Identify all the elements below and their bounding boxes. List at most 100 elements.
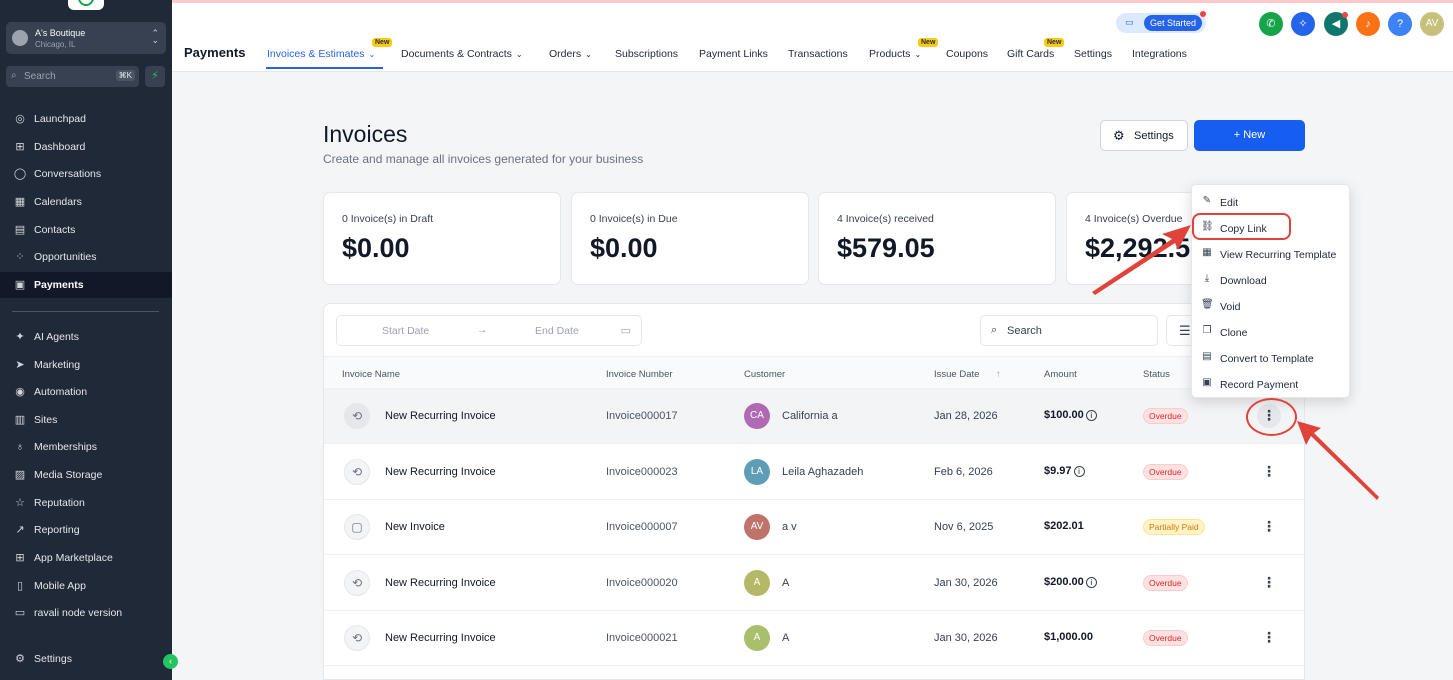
user-avatar[interactable]: AV (1420, 12, 1444, 36)
menu-item-clone[interactable]: ❐ Clone (1192, 318, 1351, 344)
calendar-icon: ▦ (14, 196, 26, 208)
customer-name: California a (782, 410, 838, 422)
menu-item-record-payment[interactable]: ▣ Record Payment (1192, 370, 1351, 396)
sidebar-item-reporting[interactable]: ↗ Reporting (0, 517, 172, 543)
bell-icon[interactable]: ♪ (1356, 12, 1380, 36)
menu-item-download[interactable]: ⤓ Download (1192, 266, 1351, 292)
table-row[interactable]: ▢ New Invoice Invoice000007 AV a v Nov 6, 202… (324, 500, 1304, 555)
table-row[interactable]: ⟲ New Recurring Invoice Invoice000021 A A Jan… (324, 611, 1304, 666)
sidebar-item-sites[interactable]: ▥ Sites (0, 407, 172, 433)
stat-value: $579.05 (837, 233, 935, 263)
date-range-picker[interactable]: Start Date → End Date ▭ (336, 315, 642, 346)
tab-documents-contracts[interactable]: Documents & Contracts ⌄ (401, 48, 523, 60)
row-actions-kebab-icon[interactable]: ⋮ (1262, 573, 1276, 590)
info-icon[interactable]: i (1085, 410, 1097, 421)
tab-settings[interactable]: Settings (1074, 48, 1112, 60)
sidebar-item-memberships[interactable]: ♁ Memberships (0, 434, 172, 460)
tab-gift-cards[interactable]: Gift Cards (1007, 48, 1054, 60)
table-row[interactable]: ⟲ New Recurring Invoice Invoice000020 A A Jan… (324, 556, 1304, 611)
tab-orders[interactable]: Orders ⌄ (549, 48, 592, 60)
sidebar-item-conversations[interactable]: ◯ Conversations (0, 161, 172, 187)
new-badge: New (372, 38, 393, 47)
annotation-arrow-to-kebab (1297, 421, 1379, 500)
issue-date: Jan 30, 2026 (934, 632, 998, 644)
tab-label: Settings (1074, 48, 1112, 60)
row-actions-kebab-icon[interactable]: ⋮ (1262, 629, 1276, 645)
column-issue-date[interactable]: Issue Date (934, 369, 980, 380)
tab-invoices-estimates[interactable]: Invoices & Estimates ⌄ (267, 48, 375, 60)
status-badge: Overdue (1143, 408, 1188, 424)
issue-date: Jan 28, 2026 (934, 410, 998, 422)
tab-integrations[interactable]: Integrations (1132, 48, 1187, 60)
sidebar-item-calendars[interactable]: ▦ Calendars (0, 189, 172, 215)
sidebar-item-settings[interactable]: ⚙ Settings (0, 646, 172, 672)
invoice-name[interactable]: New Invoice (385, 521, 445, 533)
customer-name: a v (782, 521, 797, 533)
column-status[interactable]: Status (1143, 369, 1170, 380)
column-amount[interactable]: Amount (1044, 369, 1077, 380)
sidebar-item-payments[interactable]: ▣ Payments (0, 272, 172, 298)
sidebar-item-mobile-app[interactable]: ▯ Mobile App (0, 573, 172, 599)
get-started-button[interactable]: Get Started (1144, 15, 1203, 31)
menu-item-convert-to-template[interactable]: ▤ Convert to Template (1192, 344, 1351, 370)
sidebar-item-automation[interactable]: ◉ Automation (0, 379, 172, 405)
tab-products[interactable]: Products ⌄ (869, 48, 921, 60)
tab-payment-links[interactable]: Payment Links (699, 48, 768, 60)
menu-item-copy-link[interactable]: ⛓ Copy Link (1192, 214, 1351, 240)
stat-card-draft: 0 Invoice(s) in Draft $0.00 (323, 192, 561, 285)
sidebar-item-media-storage[interactable]: ▨ Media Storage (0, 462, 172, 488)
copy-icon: ❐ (1202, 325, 1212, 336)
new-invoice-button[interactable]: + New (1194, 120, 1305, 151)
invoice-name[interactable]: New Recurring Invoice (385, 465, 496, 478)
column-invoice-name[interactable]: Invoice Name (342, 369, 401, 380)
menu-item-label: Record Payment (1220, 379, 1299, 391)
magic-wand-icon[interactable]: ✧ (1291, 12, 1315, 36)
menu-item-void[interactable]: 🗑 Void (1192, 292, 1351, 318)
collapse-sidebar-icon[interactable]: ‹ (163, 654, 178, 669)
invoice-search-input[interactable]: ⌕ Search (980, 315, 1158, 346)
status-badge: Partially Paid (1143, 519, 1205, 535)
table-row[interactable]: ⟲ New Recurring Invoice Invoice000023 LA Lei… (324, 445, 1304, 500)
sort-arrow-up-icon[interactable]: ↑ (996, 369, 1001, 380)
arrow-right-icon: → (477, 324, 488, 336)
menu-item-label: Void (1220, 301, 1241, 313)
sidebar-item-ravali-node-version[interactable]: ▭ ravali node version (0, 600, 172, 626)
sidebar-item-launchpad[interactable]: ◎ Launchpad (0, 106, 172, 132)
menu-item-view-recurring-template[interactable]: ▦ View Recurring Template (1192, 240, 1351, 266)
sidebar-item-contacts[interactable]: ▤ Contacts (0, 217, 172, 243)
quick-action-bolt-icon[interactable]: ⚡ (145, 66, 165, 87)
invoice-name[interactable]: New Recurring Invoice (385, 632, 496, 644)
settings-button[interactable]: ⚙ Settings (1100, 120, 1188, 151)
calendar-icon: ▦ (1202, 247, 1212, 258)
help-icon[interactable]: ? (1388, 12, 1412, 36)
row-actions-kebab-icon[interactable]: ⋮ (1262, 518, 1276, 534)
sidebar-item-opportunities[interactable]: ⁘ Opportunities (0, 244, 172, 270)
column-invoice-number[interactable]: Invoice Number (606, 369, 673, 380)
tab-coupons[interactable]: Coupons (946, 48, 988, 60)
stat-card-received: 4 Invoice(s) received $579.05 (818, 192, 1056, 285)
invoice-name[interactable]: New Recurring Invoice (385, 576, 496, 589)
sidebar-item-marketing[interactable]: ➤ Marketing (0, 352, 172, 378)
get-started-pill[interactable]: ▭ Get Started (1116, 11, 1206, 33)
sidebar-search[interactable]: ⌕ Search ⌘K (6, 66, 139, 87)
sidebar-item-dashboard[interactable]: ⊞ Dashboard (0, 134, 172, 160)
stat-value: $0.00 (590, 233, 658, 263)
customer-name: A (782, 576, 790, 589)
row-actions-kebab-icon[interactable]: ⋮ (1262, 462, 1276, 479)
tab-subscriptions[interactable]: Subscriptions (615, 48, 678, 60)
sidebar-item-ai-agents[interactable]: ✦ AI Agents (0, 324, 172, 350)
megaphone-icon[interactable]: ◀ (1324, 12, 1348, 36)
sidebar-item-app-marketplace[interactable]: ⊞ App Marketplace (0, 545, 172, 571)
column-customer[interactable]: Customer (744, 369, 786, 380)
account-switcher[interactable]: A's Boutique Chicago, IL ⌃ ⌄ (6, 22, 166, 54)
info-icon[interactable]: i (1073, 465, 1085, 477)
tab-transactions[interactable]: Transactions (788, 48, 848, 60)
tab-label: Orders (549, 48, 582, 60)
sidebar-item-reputation[interactable]: ☆ Reputation (0, 490, 172, 516)
phone-icon[interactable]: ✆ (1259, 12, 1283, 36)
table-row[interactable]: ⟲ New Recurring Invoice Invoice000017 CA Cal… (324, 389, 1304, 444)
invoice-name[interactable]: New Recurring Invoice (385, 410, 496, 422)
menu-item-edit[interactable]: ✎ Edit (1192, 188, 1351, 214)
info-icon[interactable]: i (1085, 576, 1097, 588)
sidebar-item-label: Conversations (34, 168, 102, 180)
